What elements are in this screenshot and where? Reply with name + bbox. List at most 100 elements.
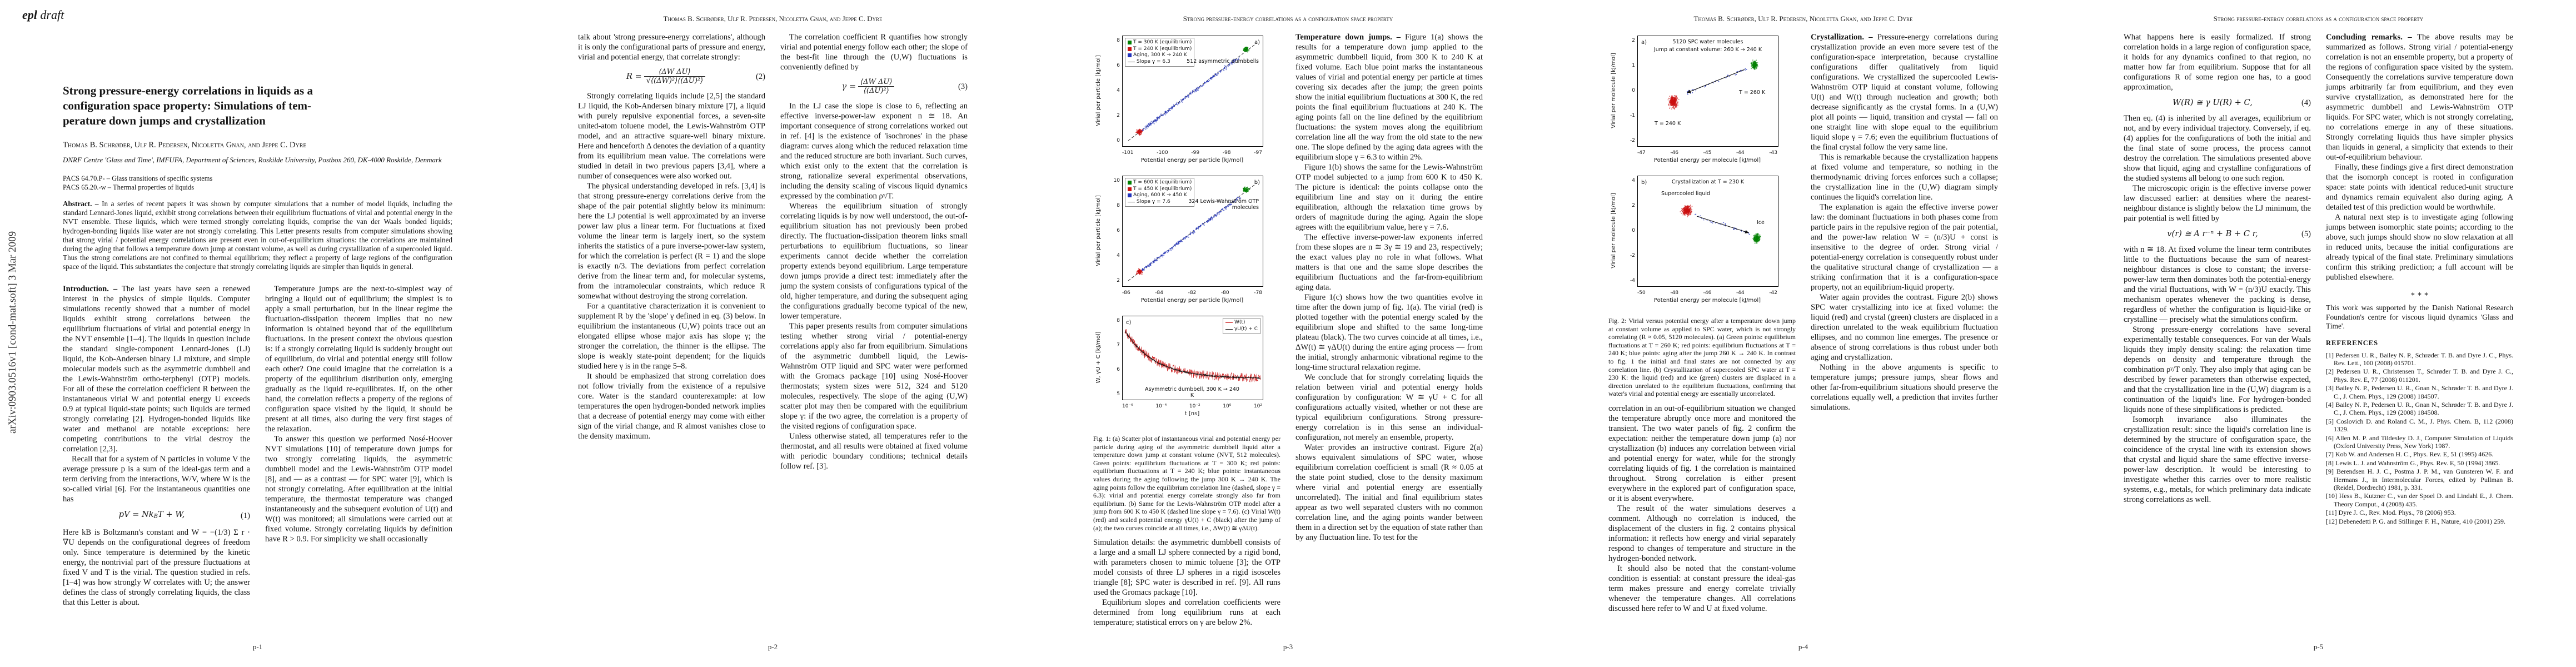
paragraph: Strong pressure-energy correlations have… xyxy=(2124,325,2311,414)
legend-label: Aging, 600 K → 450 K xyxy=(1133,192,1187,198)
paragraph: Figure 1(b) shows the same for the Lewis… xyxy=(1296,163,1483,232)
y-axis-ticks: 2 1 0 -1 -2 xyxy=(1620,36,1635,146)
equation-number: (4) xyxy=(2301,98,2311,107)
equation-number: (2) xyxy=(755,72,765,81)
paragraph: Temperature down jumps. – Figure 1(a) sh… xyxy=(1296,32,1483,162)
paragraph-text: The above results may be summarized as f… xyxy=(2326,33,2513,162)
x-axis-label: Potential energy per particle [kJ/mol] xyxy=(1140,157,1244,163)
page-number: p-2 xyxy=(768,643,778,651)
paragraph: It should also be noted that the constan… xyxy=(1608,564,1796,613)
page-5: Strong pressure-energy correlations as a… xyxy=(2061,0,2576,667)
tick-label: -100 xyxy=(1157,150,1168,156)
abstract-text: In a series of recent papers it was show… xyxy=(63,200,452,271)
paragraph: It should be emphasized that strong corr… xyxy=(578,371,765,441)
line-plot-canvas xyxy=(1124,329,1261,382)
paragraph: Here kB is Boltzmann's constant and W = … xyxy=(63,527,250,607)
tick-label: 10 xyxy=(1113,178,1120,183)
page-content: What happens here is easily formalized. … xyxy=(2124,32,2513,526)
references-list: [1] Pedersen U. R., Bailey N. P., Schrød… xyxy=(2326,351,2513,526)
reference-item: [11] Dyre J. C., Rev. Mod. Phys., 78 (20… xyxy=(2326,509,2456,517)
page-content: a) 5120 SPC water molecules Jump at cons… xyxy=(1608,32,1998,614)
tick-label: 6 xyxy=(1117,367,1120,372)
fraction-denominator: √⟨(ΔW)²⟩⟨(ΔU)²⟩ xyxy=(646,77,704,86)
x-axis-label: Potential energy per molecule [kJ/mol] xyxy=(1653,157,1761,163)
column-right: The correlation coefficient R quantifies… xyxy=(780,32,968,471)
paragraph: To answer this question we performed Nos… xyxy=(265,434,452,544)
tick-label: 6 xyxy=(1117,228,1120,233)
paragraph: Temperature jumps are the next-to-simple… xyxy=(265,284,452,434)
equation-term: pV = Nk xyxy=(118,509,154,519)
abstract: Abstract. – In a series of recent papers… xyxy=(63,200,452,272)
legend-entry: Slope γ = 6.3 xyxy=(1128,59,1192,66)
panel-letter: a) xyxy=(1254,39,1260,46)
acknowledgement: This work was supported by the Danish Na… xyxy=(2326,303,2513,330)
paragraph: The microscopic origin is the effective … xyxy=(2124,184,2311,223)
column-right: Temperature jumps are the next-to-simple… xyxy=(265,284,452,544)
column-right: Crystallization. – Pressure-energy corre… xyxy=(1811,32,1998,412)
y-axis-label: W, γU + C [kJ/mol] xyxy=(1095,331,1102,384)
equation-3: γ = ⟨ΔW ΔU⟩ ⟨(ΔU)²⟩ (3) xyxy=(780,78,968,96)
pacs-block: PACS 64.70.P- – Glass transitions of spe… xyxy=(63,175,452,192)
tick-label: 6 xyxy=(1117,63,1120,68)
tick-label: 4 xyxy=(1117,88,1120,93)
fraction-denominator: ⟨(ΔU)²⟩ xyxy=(863,87,889,96)
legend-label: W(t) xyxy=(1234,320,1245,325)
running-head: Strong pressure-energy correlations as a… xyxy=(2213,14,2424,23)
reference-item: [3] Bailey N. P., Pedersen U. R., Gnan N… xyxy=(2326,384,2513,400)
references-heading: REFERENCES xyxy=(2326,339,2379,347)
equation-body: W(R) ≅ γ U(R) + C, xyxy=(2173,98,2253,107)
legend-entry: Slope γ = 7.6 xyxy=(1128,199,1192,206)
equation-body: γ = ⟨ΔW ΔU⟩ ⟨(ΔU)²⟩ xyxy=(780,78,958,96)
running-head: Thomas B. Schrøder, Ulf R. Pedersen, Nic… xyxy=(663,14,883,23)
equation-number: (1) xyxy=(240,511,250,520)
abstract-label: Abstract. – xyxy=(63,200,99,208)
tick-label: 8 xyxy=(1117,318,1120,323)
two-column-body: What happens here is easily formalized. … xyxy=(2124,32,2513,526)
y-axis-label: Virial per molecule [kJ/mol] xyxy=(1611,53,1617,128)
tick-label: 2 xyxy=(1117,113,1120,118)
legend-swatch xyxy=(1128,47,1132,51)
figure2-panel-a: a) 5120 SPC water molecules Jump at cons… xyxy=(1608,33,1796,173)
equation-2: R = ⟨ΔW ΔU⟩ √⟨(ΔW)²⟩⟨(ΔU)²⟩ (2) xyxy=(578,68,765,86)
reference-item: [8] Lewis L. J. and Wahnström G., Phys. … xyxy=(2326,459,2500,467)
tick-label: 2 xyxy=(1632,38,1635,43)
figure2-panel-b: b) Crystallization at T = 230 K Supercoo… xyxy=(1608,173,1796,313)
legend-label: Aging, 300 K → 240 K xyxy=(1133,52,1187,58)
legend-label: T = 600 K (equilibrium) xyxy=(1133,180,1192,185)
plot-legend: T = 300 K (equilibrium) T = 240 K (equili… xyxy=(1125,38,1195,67)
two-column-body: Introduction. – The last years have seen… xyxy=(63,284,452,608)
arxiv-stamp: arXiv:0903.0516v1 [cond-mat.soft] 3 Mar … xyxy=(7,231,18,434)
tick-label: -78 xyxy=(1254,290,1262,296)
figure2-caption: Fig. 2: Virial versus potential energy a… xyxy=(1608,317,1796,398)
x-axis-ticks: -86 -84 -82 -80 -78 xyxy=(1122,288,1262,298)
cluster-label: T = 240 K xyxy=(1655,121,1681,127)
tick-label: -44 xyxy=(1736,150,1745,156)
tick-label: -86 xyxy=(1122,290,1130,296)
paragraph-text: Figure 1(a) shows the results for a temp… xyxy=(1296,33,1483,162)
legend-entry: Aging, 300 K → 240 K xyxy=(1128,52,1192,59)
tick-label: 10² xyxy=(1253,404,1262,409)
equation-fraction: ⟨ΔW ΔU⟩ ⟨(ΔU)²⟩ xyxy=(858,78,895,96)
x-axis-label: t [ns] xyxy=(1184,411,1200,417)
plot-frame: T = 300 K (equilibrium) T = 240 K (equili… xyxy=(1122,36,1263,147)
tick-label: 2 xyxy=(1632,203,1635,208)
paragraph: Water again provides the contrast. Figur… xyxy=(1811,293,1998,362)
tick-label: 10⁻⁶ xyxy=(1122,404,1133,409)
paragraph: Then eq. (4) is inherited by all average… xyxy=(2124,114,2311,183)
reference-item: [9] Berendsen H. J. C., Postma J. P. M.,… xyxy=(2326,467,2513,491)
running-head: Strong pressure-energy correlations as a… xyxy=(1183,14,1393,23)
page-content: talk about 'strong pressure-energy corre… xyxy=(578,32,968,471)
two-column-body: talk about 'strong pressure-energy corre… xyxy=(578,32,968,471)
pacs-entry: PACS 65.20.-w – Thermal properties of li… xyxy=(63,183,195,191)
legend-label: T = 450 K (equilibrium) xyxy=(1133,186,1192,192)
scatter-plot-canvas xyxy=(1680,205,1761,244)
legend-entry: W(t) xyxy=(1225,320,1258,326)
tick-label: 8 xyxy=(1117,38,1120,43)
column-right: Temperature down jumps. – Figure 1(a) sh… xyxy=(1296,32,1483,542)
cluster-label: Supercooled liquid xyxy=(1661,191,1711,197)
paragraph: Unless otherwise stated, all temperature… xyxy=(780,431,968,471)
paragraph: Whereas the equilibrium situation of str… xyxy=(780,201,968,321)
tick-label: -101 xyxy=(1122,150,1134,156)
panel-letter: c) xyxy=(1126,320,1132,326)
paragraph: In the LJ case the slope is close to 6, … xyxy=(780,101,968,201)
